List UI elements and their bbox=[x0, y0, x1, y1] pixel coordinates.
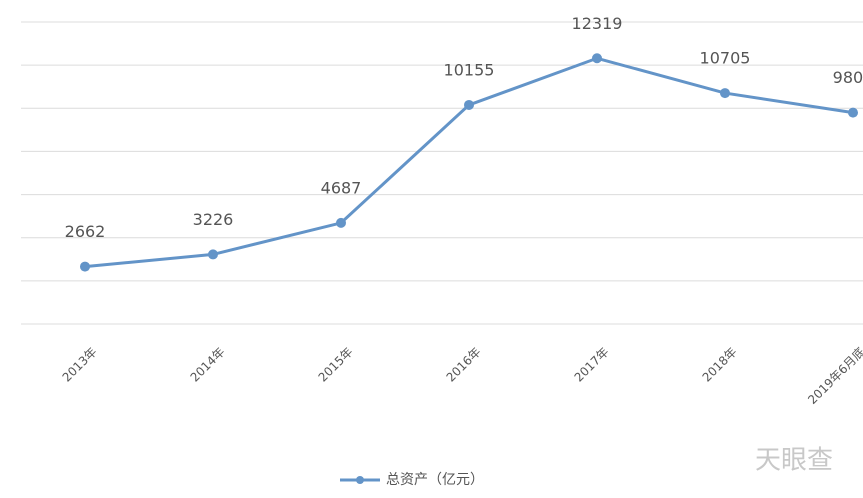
x-tick-label: 2017年 bbox=[572, 345, 612, 385]
legend-marker bbox=[356, 476, 364, 484]
legend-label: 总资产（亿元） bbox=[386, 472, 484, 488]
point bbox=[720, 88, 730, 99]
data-label: 9800 bbox=[833, 68, 863, 87]
x-tick-label: 2019年6月底 bbox=[805, 344, 863, 407]
x-tick-label: 2013年 bbox=[60, 345, 100, 385]
x-tick-label: 2018年 bbox=[700, 345, 740, 385]
data-label: 10155 bbox=[444, 60, 495, 79]
data-label: 12319 bbox=[572, 14, 623, 33]
point bbox=[208, 249, 218, 260]
point bbox=[848, 107, 858, 118]
x-tick-label: 2015年 bbox=[316, 345, 356, 385]
x-tick-label: 2014年 bbox=[188, 345, 228, 385]
watermark: 天眼查 bbox=[755, 446, 833, 476]
point bbox=[592, 53, 602, 64]
data-label: 2662 bbox=[65, 222, 106, 241]
data-label: 3226 bbox=[193, 210, 234, 229]
data-label: 10705 bbox=[700, 49, 751, 68]
point bbox=[80, 261, 90, 272]
series-line bbox=[84, 56, 854, 269]
point bbox=[336, 217, 346, 228]
data-label: 4687 bbox=[321, 178, 362, 197]
x-tick-label: 2016年 bbox=[444, 345, 484, 385]
point bbox=[464, 99, 474, 110]
